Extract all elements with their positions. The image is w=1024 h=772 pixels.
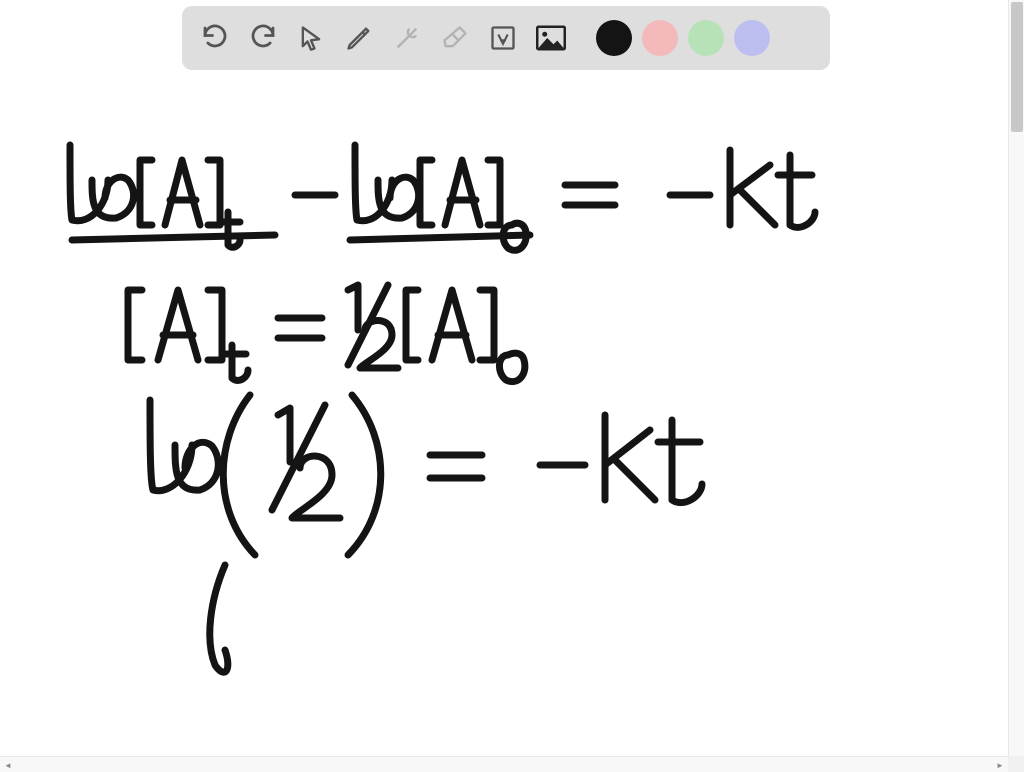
- scroll-left-arrow[interactable]: ◄: [0, 757, 16, 772]
- eraser-icon: [441, 24, 469, 52]
- pencil-icon: [345, 24, 373, 52]
- pen-tool-button[interactable]: [340, 19, 378, 57]
- color-swatch-pink[interactable]: [642, 20, 678, 56]
- select-tool-button[interactable]: [292, 19, 330, 57]
- undo-icon: [200, 23, 230, 53]
- cursor-icon: [297, 24, 325, 52]
- scrollbar-corner: [1008, 756, 1024, 772]
- toolbar: [182, 6, 830, 70]
- scroll-right-arrow[interactable]: ►: [992, 757, 1008, 772]
- tools-icon: [393, 24, 421, 52]
- color-swatch-green[interactable]: [688, 20, 724, 56]
- redo-button[interactable]: [244, 19, 282, 57]
- color-swatch-black[interactable]: [596, 20, 632, 56]
- vertical-scrollbar[interactable]: [1008, 0, 1024, 756]
- horizontal-scrollbar[interactable]: ◄ ►: [0, 756, 1008, 772]
- tools-button[interactable]: [388, 19, 426, 57]
- redo-icon: [248, 23, 278, 53]
- whiteboard-viewport: [0, 0, 1008, 752]
- eraser-tool-button[interactable]: [436, 19, 474, 57]
- text-tool-button[interactable]: [484, 19, 522, 57]
- text-icon: [489, 24, 517, 52]
- image-tool-button[interactable]: [532, 19, 570, 57]
- drawing-canvas[interactable]: [0, 0, 1008, 752]
- image-icon: [536, 25, 566, 51]
- vertical-scrollbar-thumb[interactable]: [1011, 2, 1023, 132]
- color-swatch-purple[interactable]: [734, 20, 770, 56]
- undo-button[interactable]: [196, 19, 234, 57]
